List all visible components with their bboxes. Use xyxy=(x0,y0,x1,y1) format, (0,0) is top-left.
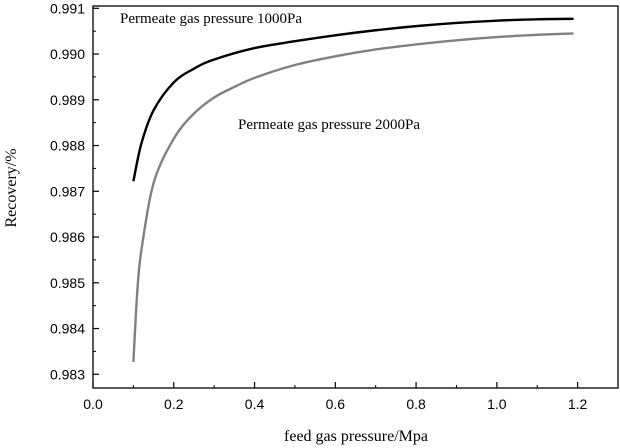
y-tick-label: 0.988 xyxy=(50,138,85,154)
x-tick-label: 0.8 xyxy=(406,396,426,412)
y-tick-label: 0.991 xyxy=(50,0,85,16)
y-tick-label: 0.983 xyxy=(50,366,85,382)
series-line-1000pa xyxy=(132,17,574,182)
y-tick-label: 0.985 xyxy=(50,275,85,291)
x-tick-label: 1.2 xyxy=(568,396,588,412)
series-label-2000pa: Permeate gas pressure 2000Pa xyxy=(238,117,420,133)
y-tick-label: 0.986 xyxy=(50,229,85,245)
y-tick-label: 0.989 xyxy=(50,92,85,108)
plot-frame xyxy=(92,5,619,389)
series-line-2000pa xyxy=(132,32,574,362)
series-lines xyxy=(132,17,574,362)
x-tick-label: 0.6 xyxy=(326,396,346,412)
x-tick-label: 1.0 xyxy=(487,396,507,412)
plot-border xyxy=(92,5,619,389)
x-axis: 0.0 0.2 0.4 0.6 0.8 1.0 1.2 xyxy=(83,382,588,412)
x-tick-label: 0.4 xyxy=(245,396,265,412)
y-tick-label: 0.987 xyxy=(50,183,85,199)
series-labels: Permeate gas pressure 1000Pa Permeate ga… xyxy=(120,11,420,133)
y-axis-title: Recovery/% xyxy=(3,148,20,227)
x-axis-title: feed gas pressure/Mpa xyxy=(284,428,428,445)
series-label-1000pa: Permeate gas pressure 1000Pa xyxy=(120,11,302,27)
y-axis: 0.983 0.984 0.985 0.986 0.987 0.988 0.989 0.990… xyxy=(50,0,99,382)
y-tick-label: 0.990 xyxy=(50,46,85,62)
y-tick-label: 0.984 xyxy=(50,321,85,337)
x-tick-label: 0.2 xyxy=(164,396,184,412)
x-tick-label: 0.0 xyxy=(83,396,103,412)
